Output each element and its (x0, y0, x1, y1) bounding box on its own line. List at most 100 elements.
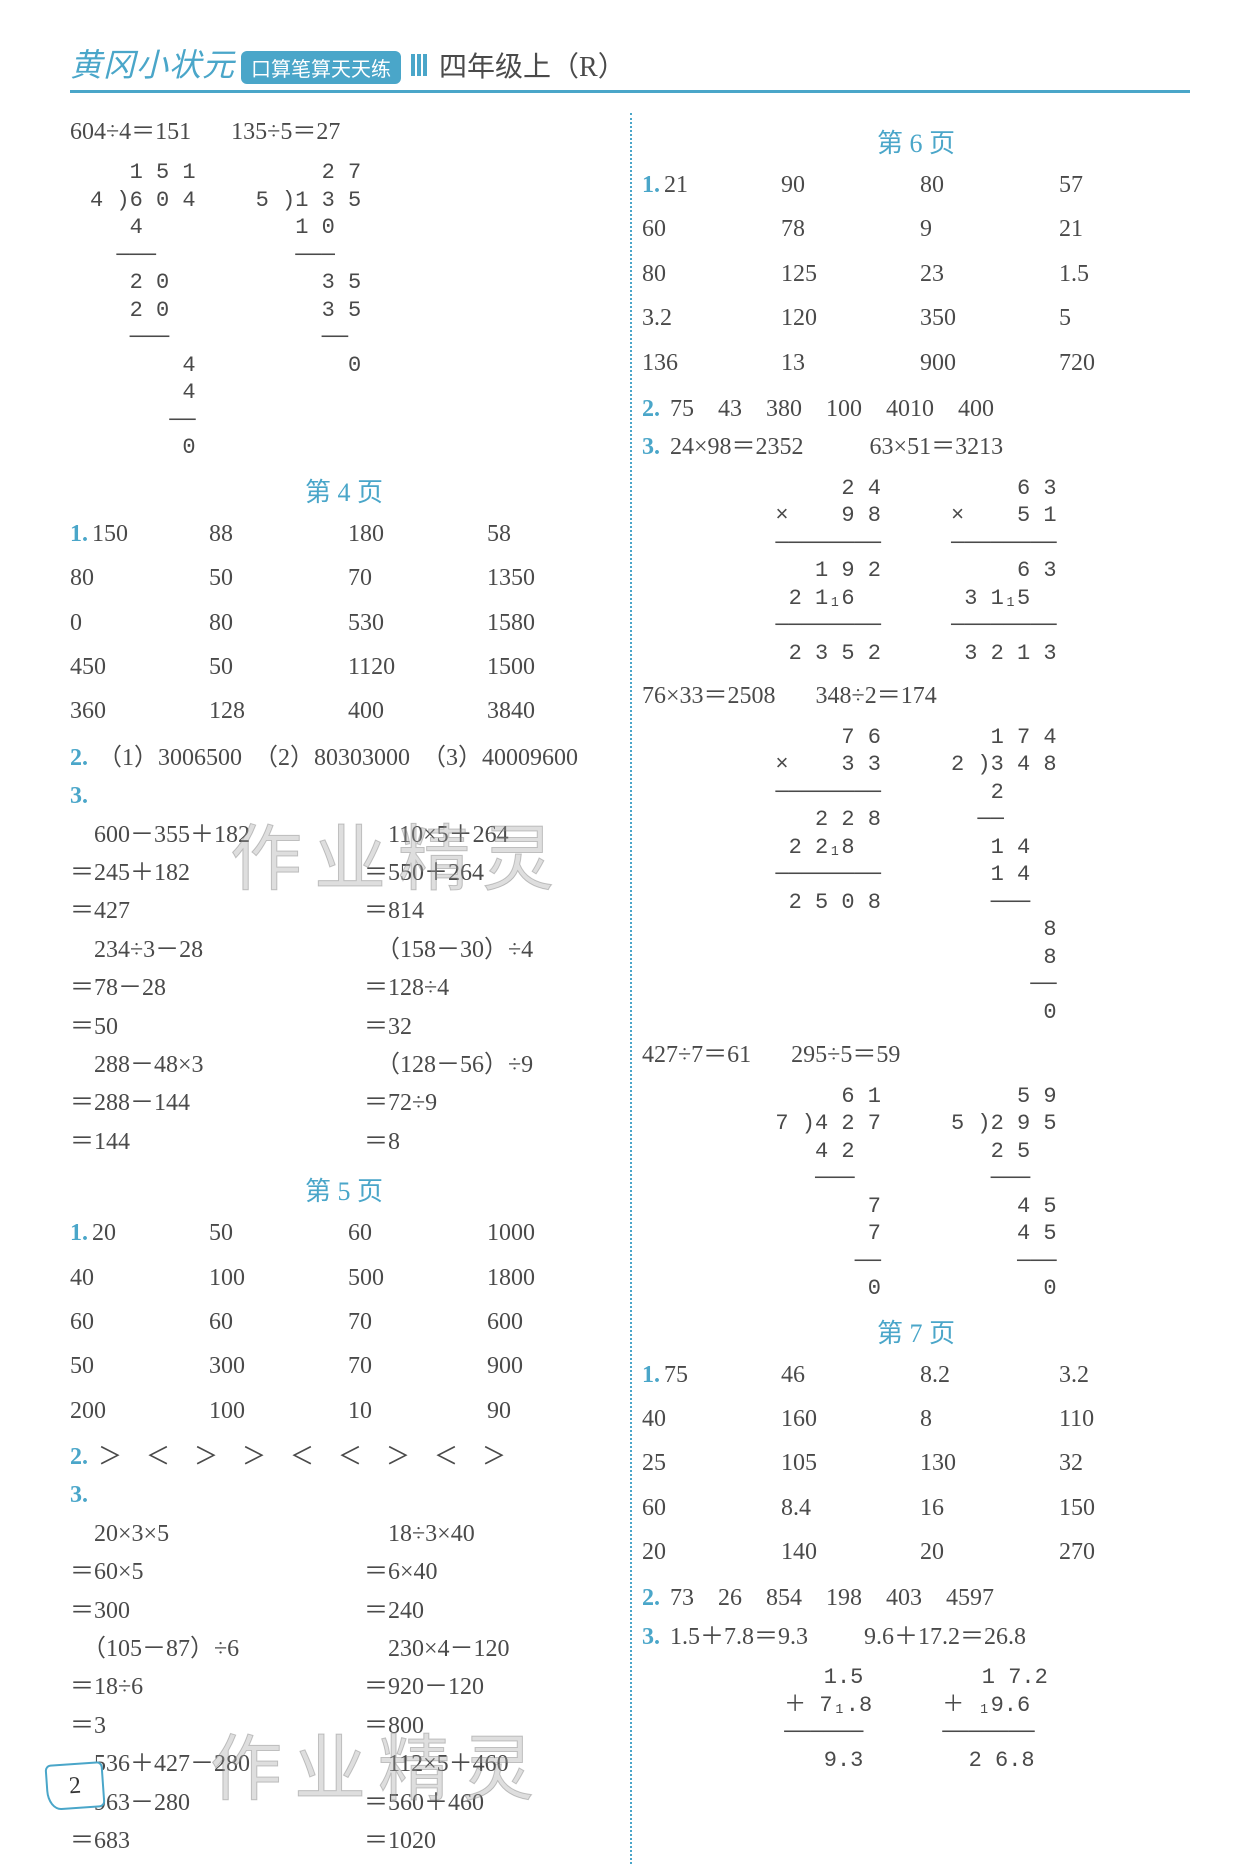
working-line: 234÷3－28 (70, 931, 324, 969)
vertical-work-row: 7 6 × 3 3 ──────── 2 2 8 2 2₁8 ──────── … (642, 724, 1190, 1027)
question-number: 2. (70, 1444, 88, 1470)
answer-cell: 0 (70, 604, 201, 642)
working-line: （128－56）÷9 (364, 1046, 618, 1084)
answer-cell: 125 (781, 255, 912, 293)
working-line: ＝1020 (364, 1822, 618, 1860)
answer-cell: 21 (1059, 210, 1190, 248)
equation: 604÷4＝151 (70, 113, 191, 151)
equation: 1.5＋7.8＝9.3 (670, 1624, 808, 1650)
equation: 63×51＝3213 (870, 434, 1004, 460)
question-1: 1.15088180588050701350080530158045050112… (70, 515, 618, 731)
page-heading: 第 6 页 (642, 123, 1190, 160)
working-line: ＝3 (70, 1707, 324, 1745)
working-line: 230×4－120 (364, 1630, 618, 1668)
working-line: ＝240 (364, 1592, 618, 1630)
working-line: ＝128÷4 (364, 969, 618, 1007)
answer-cell: 70 (348, 1347, 479, 1385)
answer-cell: 900 (920, 344, 1051, 382)
working-line: ＝560＋460 (364, 1784, 618, 1822)
answer-cell: 105 (781, 1444, 912, 1482)
answer-cell: 500 (348, 1259, 479, 1297)
answer-cell: 80 (920, 166, 1051, 204)
comparison-symbols: ＞ ＜ ＞ ＞ ＜ ＜ ＞ ＜ ＞ (98, 1444, 506, 1470)
answer-cell: 3.2 (642, 299, 773, 337)
vertical-work-row: 2 4 × 9 8 ──────── 1 9 2 2 1₁6 ──────── … (642, 475, 1190, 668)
question-number: 1. (642, 1362, 660, 1388)
answer-cell: 1580 (487, 604, 618, 642)
working-line: 20×3×5 (70, 1515, 324, 1553)
page-number-badge: 2 (44, 1761, 105, 1811)
equation-pair: 427÷7＝61 295÷5＝59 (642, 1036, 1190, 1074)
answer-cell: 130 (920, 1444, 1051, 1482)
answer-cell: 720 (1059, 344, 1190, 382)
vertical-multiplication: 7 6 × 3 3 ──────── 2 2 8 2 2₁8 ──────── … (775, 724, 881, 1027)
answer-cell: 900 (487, 1347, 618, 1385)
vertical-addition: 1.5 ＋ 7₁.8 ────── 9.3 (784, 1664, 872, 1774)
working-line: （105－87）÷6 (70, 1630, 324, 1668)
answer-cell: 78 (781, 210, 912, 248)
answer-cell: 1800 (487, 1259, 618, 1297)
answer-cell: 50 (209, 1214, 340, 1252)
equation: 76×33＝2508 (642, 677, 776, 715)
answer-cell: 140 (781, 1533, 912, 1571)
long-division-row: 1 5 1 4 )6 0 4 4 ─── 2 0 2 0 ─── 4 4 ── … (90, 159, 618, 462)
working-line: ＝144 (70, 1123, 324, 1161)
working-line: ＝72÷9 (364, 1084, 618, 1122)
equation-pair: 76×33＝2508 348÷2＝174 (642, 677, 1190, 715)
series-pill: 口算笔算天天练 (241, 51, 401, 84)
column-divider (630, 113, 632, 1864)
equation: 348÷2＝174 (816, 677, 937, 715)
answer-cell: 350 (920, 299, 1051, 337)
answer-cell: 1.5 (1059, 255, 1190, 293)
answer-cell: 40 (642, 1400, 773, 1438)
brand-bars-icon (411, 54, 427, 76)
vertical-work-row: 1.5 ＋ 7₁.8 ────── 9.3 1 7.2 ＋ ₁9.6 ─────… (642, 1664, 1190, 1774)
answer-cell: 136 (642, 344, 773, 382)
answer-cell: 160 (781, 1400, 912, 1438)
answer-cell: 80 (209, 604, 340, 642)
answer-cell: 100 (209, 1259, 340, 1297)
answer-cell: 180 (348, 515, 479, 553)
long-division-work: 1 7 4 2 )3 4 8 2 ── 1 4 1 4 ─── 8 8 ── 0 (951, 724, 1057, 1027)
answer-cell: 90 (781, 166, 912, 204)
long-division-work: 1 5 1 4 )6 0 4 4 ─── 2 0 2 0 ─── 4 4 ── … (90, 159, 196, 462)
question-1: 1.21908057607892180125231.53.21203505136… (642, 166, 1190, 382)
answer-cell: 360 (70, 692, 201, 730)
long-division-work: 6 1 7 )4 2 7 4 2 ─── 7 7 ── 0 (775, 1083, 881, 1303)
question-1: 1.20506010004010050018006060706005030070… (70, 1214, 618, 1430)
vertical-work-row: 6 1 7 )4 2 7 4 2 ─── 7 7 ── 0 5 9 5 )2 9… (642, 1083, 1190, 1303)
answer-cell: 20 (642, 1533, 773, 1571)
answer-cell: 1350 (487, 559, 618, 597)
question-text: （1）3006500 （2）80303000 （3）40009600 (98, 745, 578, 771)
working-line: 600－355＋182 (70, 816, 324, 854)
vertical-multiplication: 2 4 × 9 8 ──────── 1 9 2 2 1₁6 ──────── … (775, 475, 881, 668)
answer-cell: 80 (70, 559, 201, 597)
left-column: 604÷4＝151 135÷5＝27 1 5 1 4 )6 0 4 4 ─── … (70, 113, 630, 1864)
vertical-addition: 1 7.2 ＋ ₁9.6 ─────── 2 6.8 (942, 1664, 1048, 1774)
working-line: ＝288－144 (70, 1084, 324, 1122)
equation: 135÷5＝27 (231, 113, 340, 151)
answer-cell: 120 (781, 299, 912, 337)
answer-cell: 40 (70, 1259, 201, 1297)
question-1: 1.75468.23.24016081102510513032608.41615… (642, 1356, 1190, 1572)
answer-cell: 150 (1059, 1489, 1190, 1527)
working-line: ＝963－280 (70, 1784, 324, 1822)
content-columns: 604÷4＝151 135÷5＝27 1 5 1 4 )6 0 4 4 ─── … (70, 113, 1190, 1864)
working-line: ＝800 (364, 1707, 618, 1745)
brand-name: 黄冈小状元 (70, 40, 235, 86)
answer-cell: 9 (920, 210, 1051, 248)
working-line: 288－48×3 (70, 1046, 324, 1084)
answer-cell: 450 (70, 648, 201, 686)
working-line: 112×5＋460 (364, 1745, 618, 1783)
answer-cell: 70 (348, 1303, 479, 1341)
question-number: 3. (642, 434, 660, 460)
answer-cell: 1120 (348, 648, 479, 686)
working-line: ＝683 (70, 1822, 324, 1860)
answer-cell: 57 (1059, 166, 1190, 204)
answer-cell: 1500 (487, 648, 618, 686)
working-line: ＝920－120 (364, 1668, 618, 1706)
answer-cell: 1.75 (642, 1356, 773, 1394)
answer-cell: 3840 (487, 692, 618, 730)
question-number: 3. (642, 1624, 660, 1650)
page-header: 黄冈小状元 口算笔算天天练 四年级上（R） (70, 40, 1190, 86)
